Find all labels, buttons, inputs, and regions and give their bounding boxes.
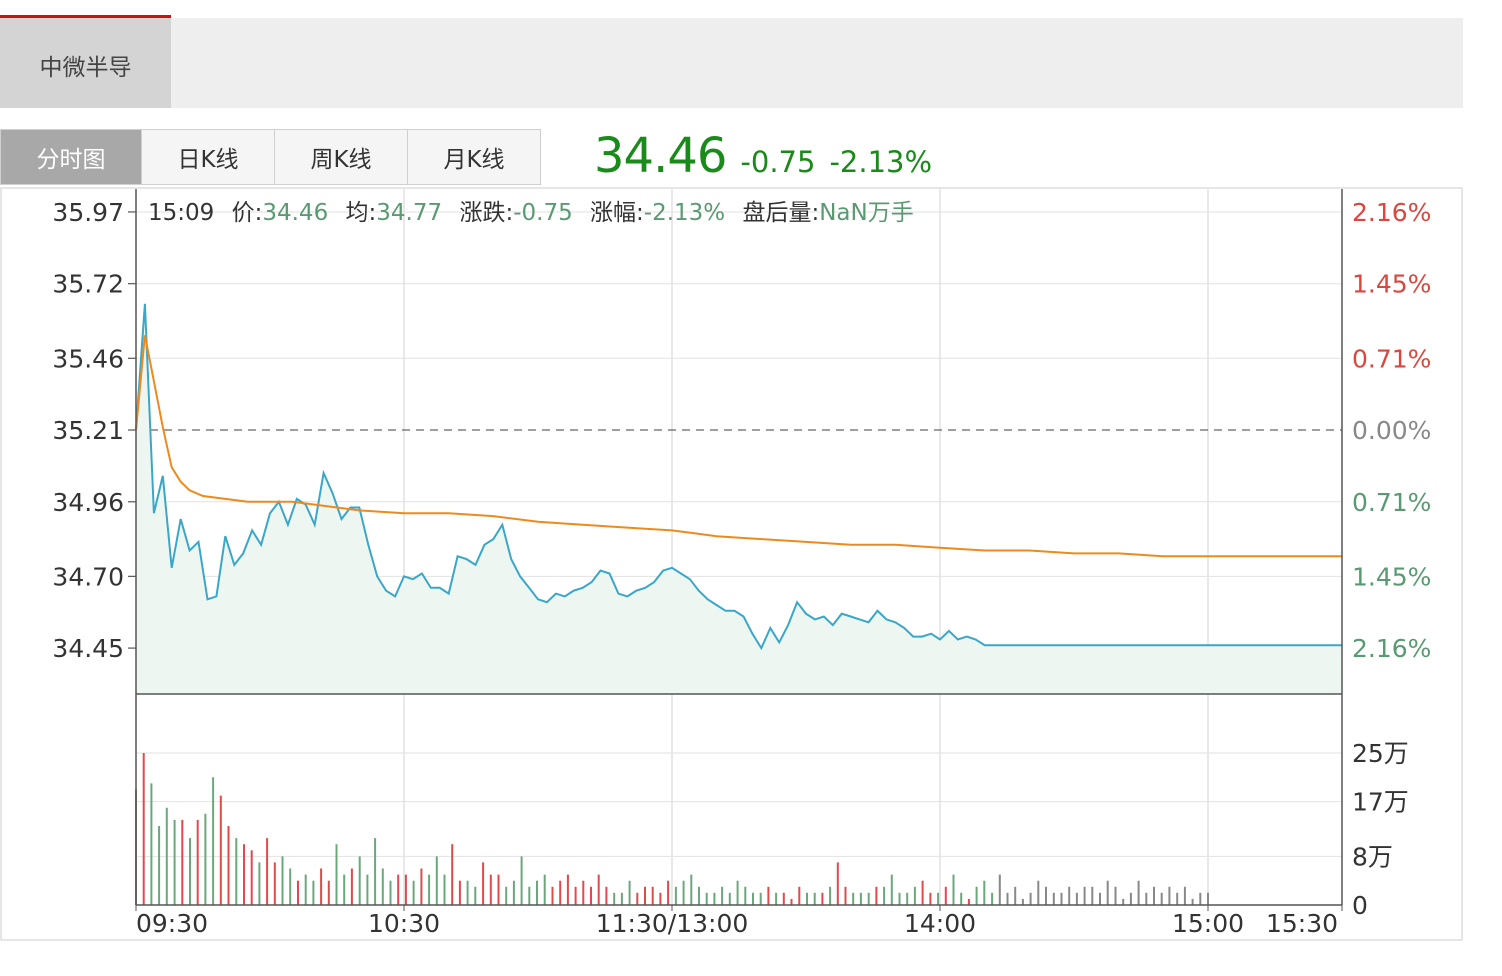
info-change-label: 涨跌: bbox=[459, 200, 513, 226]
price-tick-label: 35.97 bbox=[52, 198, 124, 227]
price-area-layer bbox=[136, 303, 1342, 694]
info-after: NaN万手 bbox=[819, 200, 914, 226]
price-area-fill bbox=[136, 303, 1342, 694]
info-change: -0.75 bbox=[513, 200, 573, 226]
tab-weekly-k[interactable]: 周K线 bbox=[275, 129, 408, 185]
quote-summary: 34.46 -0.75 -2.13% bbox=[594, 128, 932, 188]
info-avg-label: 均: bbox=[346, 200, 377, 226]
price-tick-label: 34.96 bbox=[52, 488, 124, 517]
info-pct: -2.13% bbox=[644, 200, 725, 226]
info-bar: 15:09 价:34.46 均:34.77 涨跌:-0.75 涨幅:-2.13%… bbox=[148, 200, 914, 226]
pct-tick-label: 1.45% bbox=[1352, 270, 1431, 299]
time-tick-label: 10:30 bbox=[368, 909, 440, 938]
stock-name: 中微半导 bbox=[39, 55, 132, 81]
info-pct-label: 涨幅: bbox=[590, 200, 644, 226]
stock-name-tab[interactable]: 中微半导 bbox=[0, 15, 171, 108]
price-line bbox=[135, 303, 1342, 651]
time-tick-label: 09:30 bbox=[136, 909, 208, 938]
price-tick-label: 35.72 bbox=[52, 270, 124, 299]
info-time: 15:09 bbox=[148, 200, 214, 226]
axes-layer: 35.97 2.16% 35.72 1.45% 35.46 0.71% 35.21 0.00%… bbox=[52, 189, 1431, 938]
price-tick-label: 35.46 bbox=[52, 344, 124, 373]
intraday-chart[interactable]: 35.97 2.16% 35.72 1.45% 35.46 0.71% 35.21 0.00%… bbox=[0, 187, 1463, 947]
volume-tick-label: 17万 bbox=[1352, 788, 1409, 817]
tab-daily-k[interactable]: 日K线 bbox=[142, 129, 275, 185]
chart-frame bbox=[0, 187, 1463, 941]
price-tick-label: 35.21 bbox=[52, 416, 124, 445]
time-tick-label: 11:30/13:00 bbox=[596, 909, 749, 938]
info-after-label: 盘后量: bbox=[742, 200, 819, 226]
info-price-label: 价: bbox=[232, 200, 263, 226]
volume-tick-label: 25万 bbox=[1352, 739, 1409, 768]
price-tick-label: 34.70 bbox=[52, 562, 124, 591]
chart-container: 35.97 2.16% 35.72 1.45% 35.46 0.71% 35.21 0.00%… bbox=[0, 187, 1463, 951]
time-tick-label: 15:30 bbox=[1266, 909, 1338, 938]
time-tick-label: 15:00 bbox=[1172, 909, 1244, 938]
volume-bars bbox=[135, 753, 1209, 905]
info-price: 34.46 bbox=[262, 200, 328, 226]
chart-type-tabs: 分时图 日K线 周K线 月K线 bbox=[0, 129, 541, 185]
tab-intraday[interactable]: 分时图 bbox=[0, 129, 142, 185]
price-change: -0.75 bbox=[740, 145, 816, 179]
current-price: 34.46 bbox=[594, 128, 727, 184]
time-tick-label: 14:00 bbox=[904, 909, 976, 938]
pct-tick-label: 0.71% bbox=[1352, 344, 1431, 373]
price-change-pct: -2.13% bbox=[829, 145, 933, 179]
average-line bbox=[135, 335, 1342, 558]
tab-monthly-k[interactable]: 月K线 bbox=[408, 129, 541, 185]
pct-tick-label: 2.16% bbox=[1352, 198, 1431, 227]
info-avg: 34.77 bbox=[376, 200, 442, 226]
price-tick-label: 34.45 bbox=[52, 634, 124, 663]
pct-tick-label: 0.00% bbox=[1352, 416, 1431, 445]
pct-tick-label: 2.16% bbox=[1352, 634, 1431, 663]
lines-layer bbox=[135, 303, 1342, 651]
volume-tick-label: 0 bbox=[1352, 891, 1368, 920]
pct-tick-label: 1.45% bbox=[1352, 562, 1431, 591]
volume-tick-label: 8万 bbox=[1352, 842, 1393, 871]
pct-tick-label: 0.71% bbox=[1352, 488, 1431, 517]
header-band bbox=[0, 18, 1463, 108]
